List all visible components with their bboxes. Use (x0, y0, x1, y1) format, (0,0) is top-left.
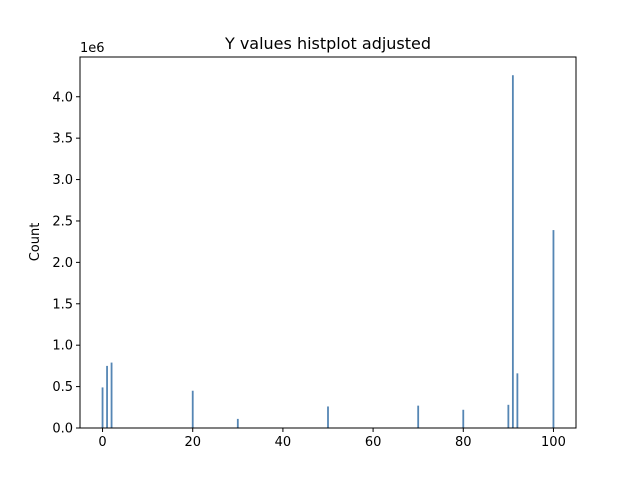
x-tick-label: 80 (455, 435, 472, 450)
y-tick-label: 0.5 (52, 380, 73, 395)
y-tick-label: 3.0 (52, 173, 73, 188)
histogram-bar (101, 387, 104, 428)
y-tick-label: 0.0 (52, 422, 73, 437)
y-ticks-group: 0.0 0.5 1.0 1.5 2.0 2.5 3.0 3.5 4.0 (52, 90, 80, 437)
y-tick-label: 3.5 (52, 132, 73, 147)
histogram-bar (417, 405, 420, 428)
histogram-bar (327, 406, 329, 428)
histogram-bar (191, 390, 194, 428)
plot-frame (79, 56, 577, 429)
histogram-bar (552, 230, 555, 428)
x-tick-label: 60 (365, 435, 382, 450)
x-tick-label: 20 (184, 435, 201, 450)
y-axis-label: Count (28, 223, 43, 262)
histogram-bar (511, 75, 514, 428)
x-tick-label: 100 (541, 435, 566, 450)
x-ticks-group: 0 20 40 60 80 100 (98, 428, 566, 450)
x-tick-label: 40 (275, 435, 292, 450)
histogram-bar (236, 418, 239, 428)
bars-group (101, 75, 555, 428)
histogram-bar (110, 362, 113, 428)
histogram-bar (516, 373, 519, 428)
chart-title: Y values histplot adjusted (224, 34, 431, 53)
histogram-bar (462, 409, 465, 428)
y-tick-label: 2.5 (52, 214, 73, 229)
x-tick-label: 0 (98, 435, 106, 450)
histogram-bar (106, 365, 108, 428)
y-tick-label: 4.0 (52, 90, 73, 105)
histogram-bar (507, 404, 510, 428)
y-tick-label: 2.0 (52, 256, 73, 271)
y-offset-label: 1e6 (80, 41, 105, 56)
y-tick-label: 1.0 (52, 339, 73, 354)
y-tick-label: 1.5 (52, 297, 73, 312)
